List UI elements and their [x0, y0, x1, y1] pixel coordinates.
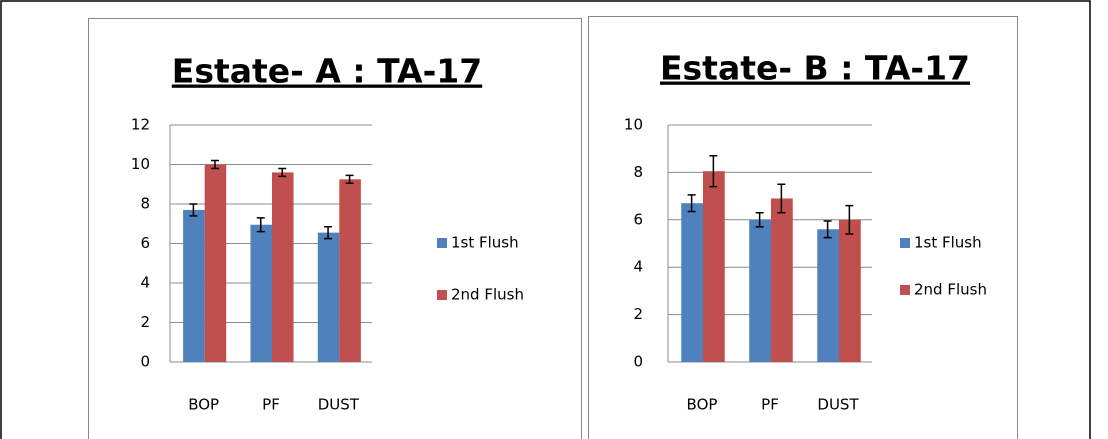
legend-swatch: [437, 290, 447, 300]
y-tick-label: 10: [131, 155, 150, 173]
legend-label: 1st Flush: [914, 234, 982, 252]
bar: [183, 209, 205, 362]
error-bar: [345, 174, 354, 185]
error-bar: [189, 203, 198, 217]
bar: [339, 179, 361, 362]
legend-label: 1st Flush: [451, 234, 519, 252]
error-bar: [687, 194, 696, 213]
y-tick-label: 8: [633, 163, 643, 181]
x-tick-label: DUST: [318, 396, 360, 414]
legend-swatch: [437, 238, 447, 248]
error-bar: [210, 159, 219, 170]
x-tick-label: PF: [761, 396, 779, 414]
x-tick-label: DUST: [817, 396, 859, 414]
bar: [204, 164, 227, 362]
chart-frame: [88, 18, 582, 439]
error-bar: [845, 204, 854, 235]
y-tick-label: 12: [131, 116, 150, 134]
y-tick-label: 0: [140, 353, 150, 371]
error-bar: [777, 183, 786, 214]
y-tick-label: 2: [140, 313, 150, 331]
chart-title: Estate- B : TA-17: [660, 49, 970, 88]
legend-swatch: [900, 285, 910, 295]
y-tick-label: 4: [633, 258, 643, 276]
x-tick-label: BOP: [188, 396, 219, 414]
x-tick-label: PF: [262, 396, 280, 414]
bar: [272, 172, 294, 362]
chart-title: Estate- A : TA-17: [172, 52, 482, 91]
error-bar: [324, 225, 333, 240]
error-bar: [709, 155, 718, 188]
bar: [681, 203, 703, 362]
y-tick-label: 4: [140, 274, 150, 292]
bar: [771, 198, 793, 362]
y-tick-label: 6: [633, 210, 643, 228]
legend-swatch: [900, 238, 910, 248]
y-tick-label: 8: [140, 195, 150, 213]
bar: [250, 224, 272, 362]
y-tick-label: 6: [140, 234, 150, 252]
y-tick-label: 0: [633, 353, 643, 371]
legend-label: 2nd Flush: [451, 286, 524, 304]
error-bar: [278, 167, 287, 178]
bar: [839, 219, 861, 362]
error-bar: [823, 220, 832, 239]
bar: [317, 232, 340, 362]
chart-frame: [588, 16, 1018, 439]
bar: [817, 229, 839, 362]
y-tick-label: 2: [633, 305, 643, 323]
bar: [703, 171, 725, 362]
y-tick-label: 10: [624, 116, 643, 134]
bar: [749, 219, 771, 362]
error-bar: [256, 217, 265, 233]
x-tick-label: BOP: [687, 396, 718, 414]
error-bar: [755, 211, 764, 228]
legend-label: 2nd Flush: [914, 281, 987, 299]
